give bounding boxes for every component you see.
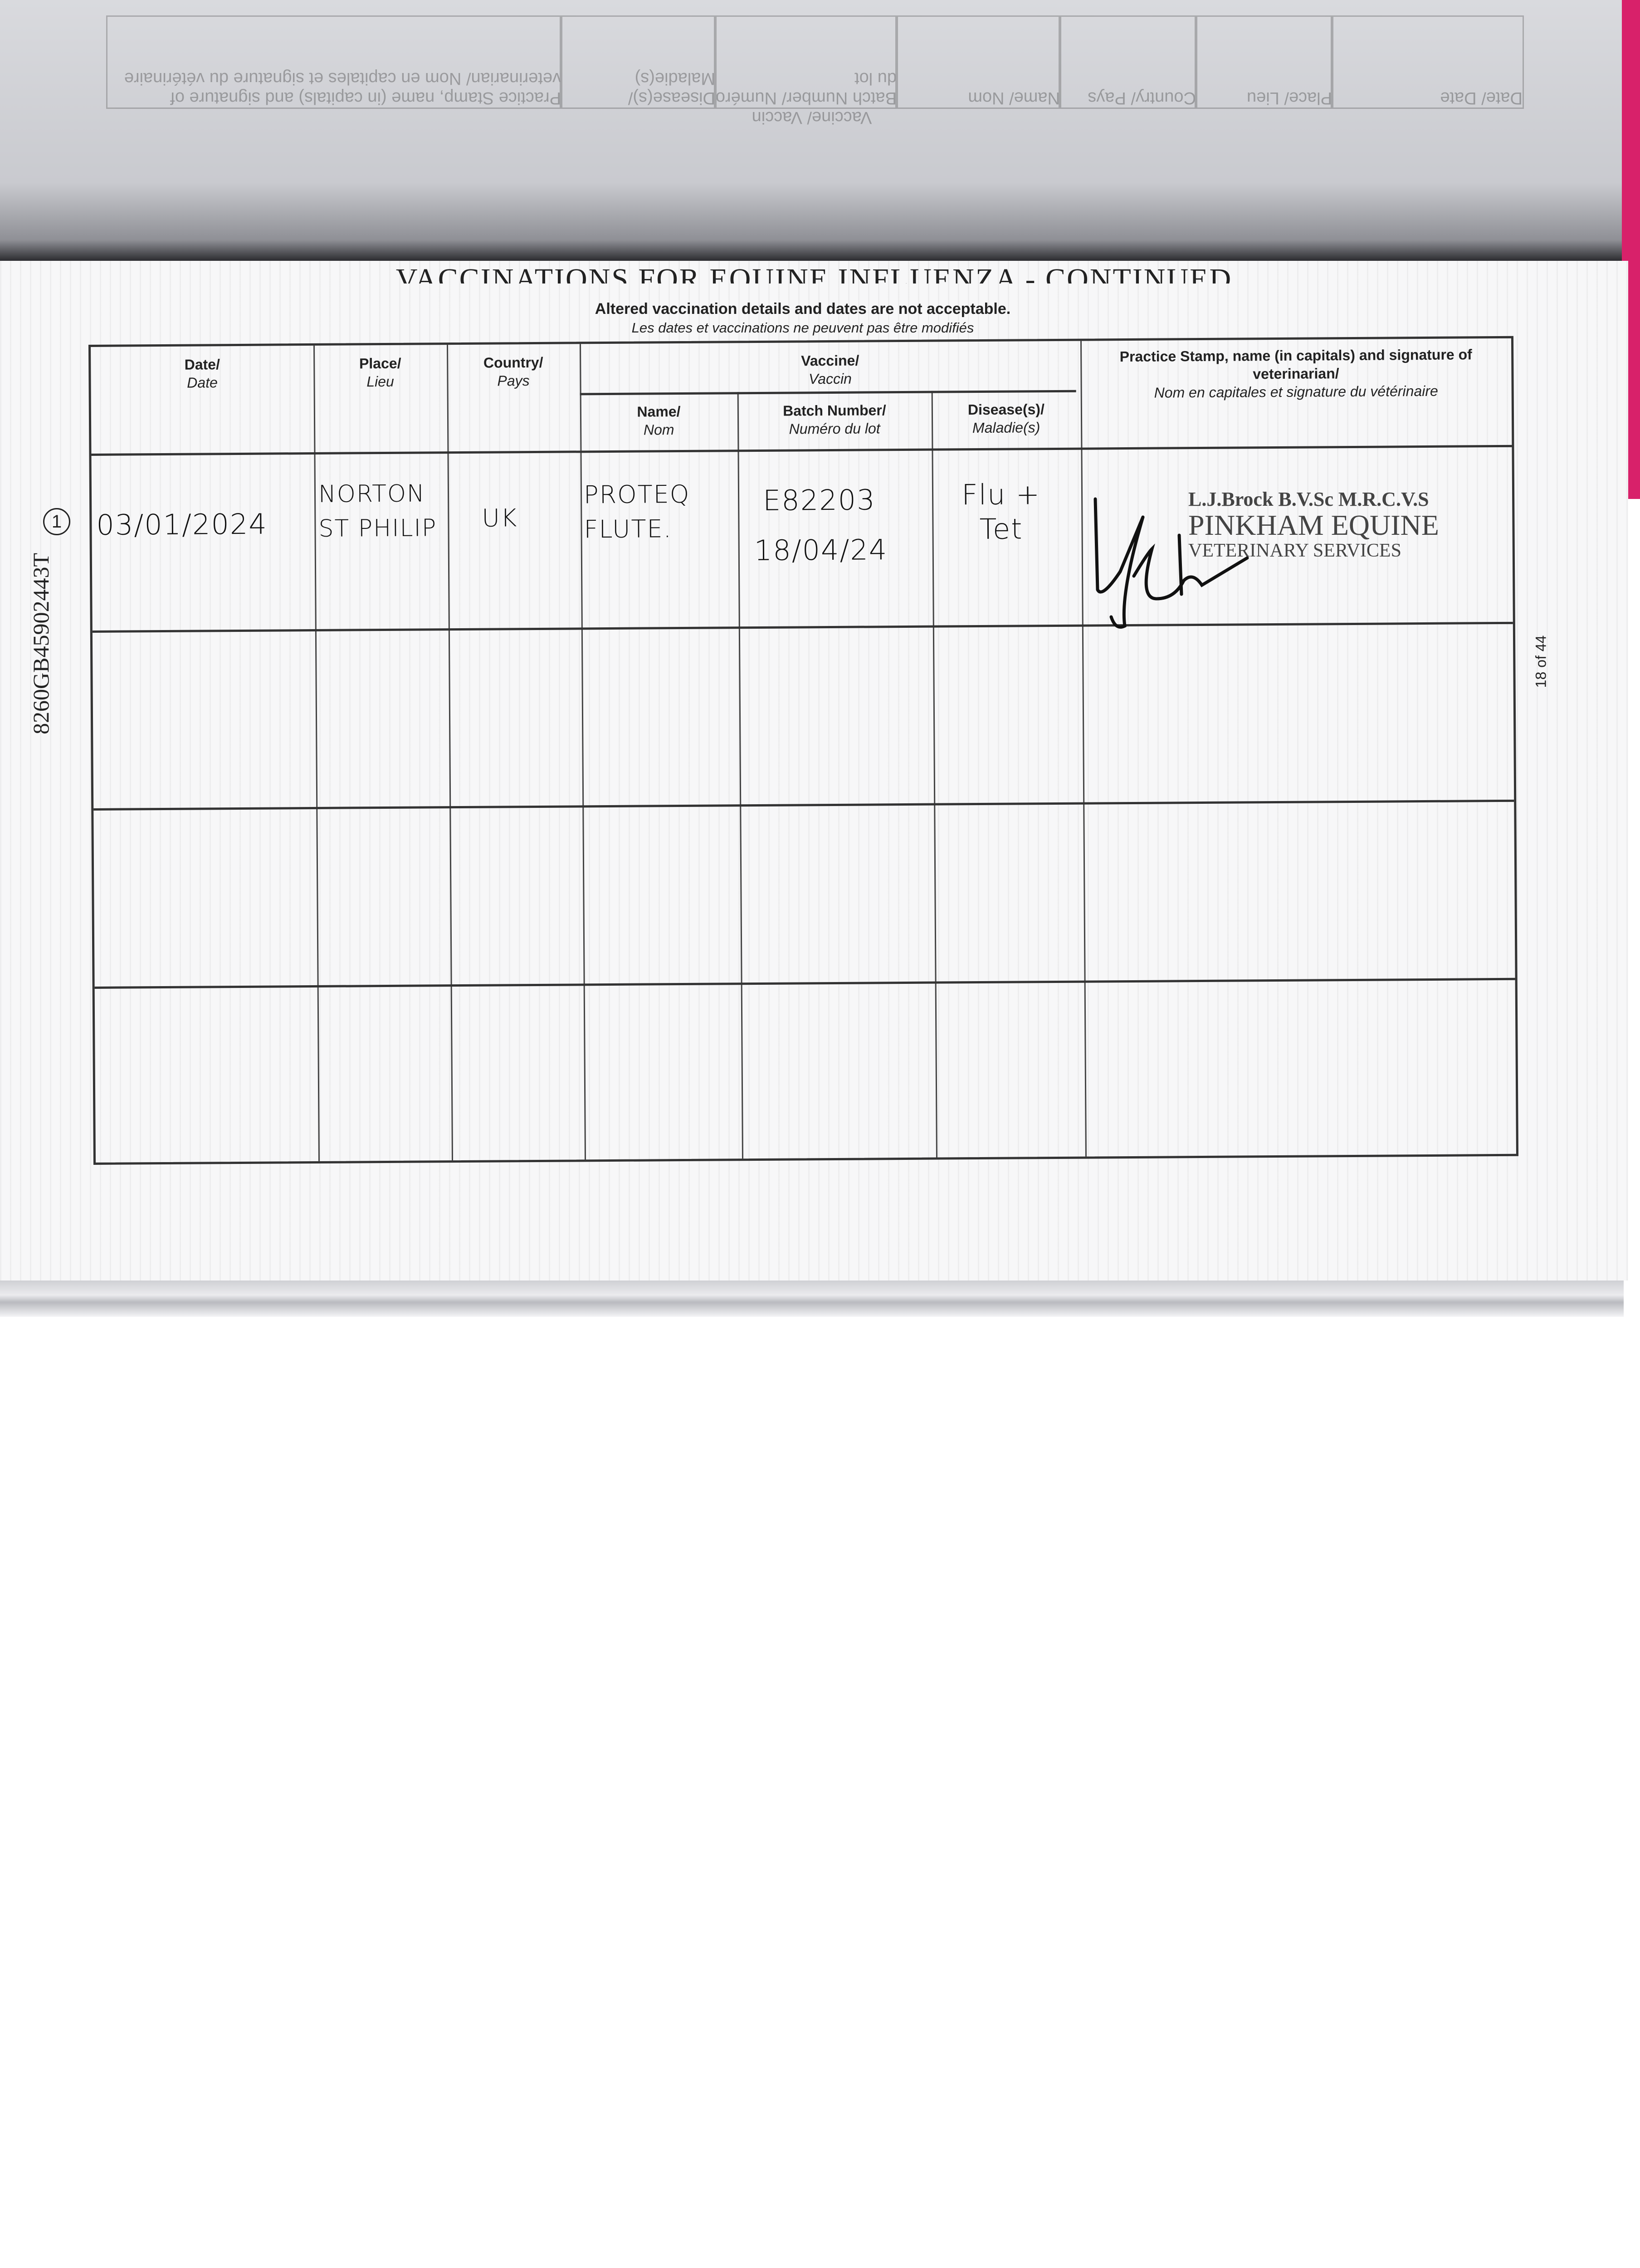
header-place: Place/Lieu	[359, 355, 401, 390]
entry-disease: Flu + Tet	[961, 478, 1041, 546]
col-divider	[580, 344, 586, 1160]
header-batch: Batch Number/Numéro du lot	[783, 402, 886, 437]
notice-fr: Les dates et vaccinations ne peuvent pas…	[631, 320, 974, 336]
entry-date: 03/01/2024	[96, 507, 268, 542]
passport-page	[0, 261, 1628, 1281]
prev-header-vaccine: Vaccine/ Vaccin	[752, 108, 872, 127]
prev-header-disease: Disease(s)/ Maladie(s)	[560, 15, 717, 109]
header-country: Country/Pays	[483, 354, 543, 389]
col-divider	[931, 391, 937, 1158]
previous-page-table: Date/ Date Place/ Lieu Country/ Pays Nam…	[73, 0, 1524, 136]
header-vaccine: Vaccine/Vaccin	[801, 352, 859, 387]
stamp-practice-name: PINKHAM EQUINE	[1188, 509, 1439, 541]
vaccination-table: Date/Date Place/Lieu Country/Pays Vaccin…	[88, 336, 1518, 1165]
header-date: Date/Date	[184, 356, 220, 391]
entry-batch-number: E82203	[762, 483, 876, 517]
col-divider	[737, 392, 743, 1159]
vaccine-subheader-divider	[580, 390, 1076, 396]
stamp-vet-name: L.J.Brock B.V.Sc M.R.C.V.S	[1188, 488, 1429, 510]
prev-header-date: Date/ Date	[1331, 15, 1524, 109]
prev-header-place: Place/ Lieu	[1195, 15, 1333, 109]
notice-en: Altered vaccination details and dates ar…	[595, 300, 1011, 318]
prev-header-name: Name/ Nom	[895, 15, 1061, 109]
previous-page-mirrored: Date/ Date Place/ Lieu Country/ Pays Nam…	[0, 0, 1640, 261]
entry-vaccine-name: PROTEQ FLUTE.	[583, 479, 690, 544]
passport-id: 8260GB45902443T	[28, 553, 54, 734]
col-divider	[313, 345, 320, 1161]
entry-country: UK	[482, 503, 518, 533]
header-name: Name/Nom	[637, 403, 681, 438]
row-divider	[94, 978, 1515, 989]
header-stamp: Practice Stamp, name (in capitals) and s…	[1119, 346, 1472, 401]
prev-header-stamp: Practice Stamp, name (in capitals) and s…	[106, 15, 562, 109]
practice-stamp: L.J.Brock B.V.Sc M.R.C.V.S PINKHAM EQUIN…	[1188, 488, 1439, 562]
entry-marker: 1	[43, 508, 70, 535]
prev-header-batch: Batch Number/ Numéro du lot	[714, 15, 898, 109]
col-divider	[447, 345, 453, 1161]
page-edge	[0, 1281, 1624, 1317]
entry-place: NORTON ST PHILIP	[318, 480, 437, 543]
col-divider	[1080, 341, 1087, 1157]
veterinarian-signature	[1093, 497, 1249, 629]
page-number: 18 of 44	[1533, 635, 1549, 688]
row-divider	[92, 621, 1513, 633]
header-disease: Disease(s)/Maladie(s)	[967, 401, 1045, 436]
stamp-practice-type: VETERINARY SERVICES	[1188, 540, 1401, 561]
prev-header-country: Country/ Pays	[1059, 15, 1197, 109]
row-divider	[93, 799, 1514, 811]
entry-batch-expiry: 18/04/24	[754, 533, 888, 567]
page-title: VACCINATIONS FOR EQUINE INFLUENZA - CONT…	[395, 263, 1233, 284]
row-divider	[91, 445, 1512, 456]
